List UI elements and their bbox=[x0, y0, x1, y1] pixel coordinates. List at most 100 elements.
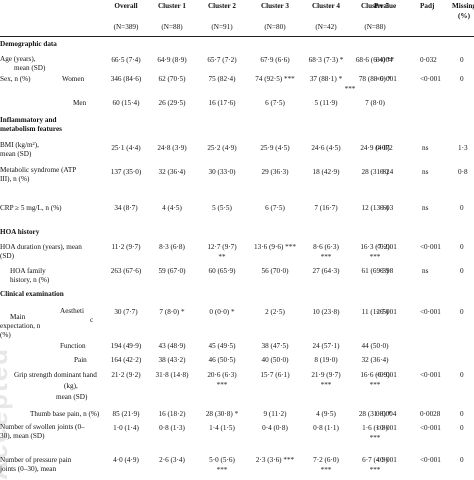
cell-padj: ns bbox=[422, 144, 429, 152]
cell: 66·5 (7·4) bbox=[111, 56, 141, 64]
cell: 68·6 (6·4) ** bbox=[355, 56, 395, 64]
cell: 8 (19·0) bbox=[314, 356, 338, 364]
n-overall: (N=389) bbox=[113, 23, 139, 31]
cell-padj: ns bbox=[422, 267, 429, 275]
cell: 26 (29·5) bbox=[158, 99, 186, 107]
cell-missing: 0 bbox=[460, 371, 464, 379]
cell: 11 (12·5) bbox=[361, 308, 389, 316]
cell-padj: <0·001 bbox=[420, 75, 441, 83]
cell: 45 (49·5) bbox=[208, 342, 236, 350]
cell-p: 0·072 bbox=[376, 144, 393, 152]
cell: 137 (35·0) bbox=[110, 168, 142, 176]
cell: 46 (50·5) bbox=[208, 356, 236, 364]
row-sublabel: c bbox=[90, 316, 94, 324]
cell: 5 (5·5) bbox=[212, 204, 232, 212]
row-label: HOA family bbox=[10, 267, 46, 275]
cell-padj: ns bbox=[422, 168, 429, 176]
cell-p: 0·98 bbox=[380, 267, 394, 275]
cell: 28 (31·8) bbox=[361, 168, 389, 176]
n-cluster-2: (N=91) bbox=[211, 23, 233, 31]
cell: 9 (11·2) bbox=[263, 410, 287, 418]
cell: 6 (7·5) bbox=[265, 204, 285, 212]
cell: 13·6 (9·6) *** bbox=[254, 243, 296, 251]
cell: 30 (33·0) bbox=[208, 168, 236, 176]
cell-padj: <0·001 bbox=[420, 371, 441, 379]
col-missing: Missing bbox=[452, 2, 474, 10]
cell-missing: 0 bbox=[460, 410, 464, 418]
cell-padj: <0·001 bbox=[420, 308, 441, 316]
col-cluster-3: Cluster 3 bbox=[260, 2, 290, 10]
cell: 11·2 (9·7) bbox=[111, 243, 141, 251]
cell: 74 (92·5) *** bbox=[255, 75, 295, 83]
cell-padj: ns bbox=[422, 204, 429, 212]
cell: 15·7 (6·1) bbox=[260, 371, 290, 379]
cell: 1·6 (1·8) bbox=[362, 424, 388, 432]
cell: 21·9 (9·7) bbox=[311, 371, 341, 379]
cell: 8·6 (6·3) bbox=[313, 243, 339, 251]
section-demographic: Demographic data bbox=[0, 40, 57, 48]
col-padj: Padj bbox=[420, 2, 435, 10]
col-cluster-5: Cluster 5 bbox=[360, 2, 390, 10]
cell-p: <0·001 bbox=[376, 308, 397, 316]
cell-padj: 0·032 bbox=[420, 56, 437, 64]
cell: 0·8 (1·3) bbox=[159, 424, 185, 432]
cell: 43 (48·9) bbox=[158, 342, 186, 350]
n-cluster-4: (N=42) bbox=[315, 23, 337, 31]
row-sublabel: Pain bbox=[74, 356, 87, 364]
cell: 21·2 (9·2) bbox=[111, 371, 141, 379]
cell-sig: ** bbox=[218, 253, 226, 261]
row-label: (SD) bbox=[0, 252, 14, 260]
cell-p: 0·03 bbox=[380, 204, 394, 212]
cell-p: 0·004 bbox=[376, 56, 393, 64]
row-label: CRP ≥ 5 mg/L, n (%) bbox=[0, 204, 62, 212]
cell-sig: *** bbox=[320, 381, 332, 389]
cell-sig: *** bbox=[344, 85, 356, 93]
cell: 4 (4·5) bbox=[162, 204, 182, 212]
cell: 85 (21·9) bbox=[112, 410, 140, 418]
cell-missing: 0 bbox=[460, 267, 464, 275]
row-label: Main bbox=[10, 313, 26, 321]
cell: 28 (31·8) * bbox=[358, 410, 392, 418]
cell: 0 (0·0) * bbox=[209, 308, 235, 316]
cell: 18 (42·9) bbox=[312, 168, 340, 176]
row-label: III), n (%) bbox=[0, 175, 30, 183]
cell: 10 (23·8) bbox=[312, 308, 340, 316]
cell: 59 (67·0) bbox=[158, 267, 186, 275]
cell: 37 (88·1) * bbox=[309, 75, 343, 83]
cell: 12 (13·6) bbox=[361, 204, 389, 212]
header-rule bbox=[0, 36, 474, 37]
cell: 16 (17·6) bbox=[208, 99, 236, 107]
cell: 27 (64·3) bbox=[312, 267, 340, 275]
cell-missing: 0·8 bbox=[458, 168, 468, 176]
cell: 64·9 (8·9) bbox=[157, 56, 187, 64]
cell-sig: *** bbox=[320, 253, 332, 261]
row-label: mean (SD) bbox=[0, 150, 32, 158]
cell: 7 (8·0) bbox=[365, 99, 385, 107]
cell-sig: *** bbox=[369, 253, 381, 261]
row-label: Number of swollen joints (0– bbox=[0, 423, 85, 431]
cell-missing: 0 bbox=[460, 424, 464, 432]
cell-missing: 0 bbox=[460, 456, 464, 464]
cell: 20·6 (6·3) bbox=[207, 371, 237, 379]
cell: 12·7 (9·7) bbox=[207, 243, 237, 251]
row-label: Number of pressure pain bbox=[0, 456, 72, 464]
cell: 38 (43·2) bbox=[158, 356, 186, 364]
col-cluster-1: Cluster 1 bbox=[157, 2, 187, 10]
cell: 65·7 (7·2) bbox=[207, 56, 237, 64]
section-clinical: Clinical examination bbox=[0, 290, 64, 298]
cell-p: 0·24 bbox=[380, 168, 394, 176]
cell-p: <0·001 bbox=[376, 75, 397, 83]
cell: 32 (36·4) bbox=[158, 168, 186, 176]
cell: 32 (36·4) bbox=[361, 356, 389, 364]
cell: 34 (8·7) bbox=[114, 204, 138, 212]
section-hoa-history: HOA history bbox=[0, 228, 40, 236]
row-label: history, n (%) bbox=[10, 276, 50, 284]
cell-missing: 1·3 bbox=[458, 144, 468, 152]
cell: 8·3 (6·8) bbox=[159, 243, 185, 251]
col-pvalue: P value bbox=[374, 2, 397, 10]
row-label: (kg), bbox=[64, 382, 78, 390]
cell: 16·3 (7·2) bbox=[360, 243, 390, 251]
cell-padj: <0·001 bbox=[420, 456, 441, 464]
cell-sig: *** bbox=[320, 466, 332, 474]
row-label: Sex, n (%) bbox=[0, 75, 31, 83]
